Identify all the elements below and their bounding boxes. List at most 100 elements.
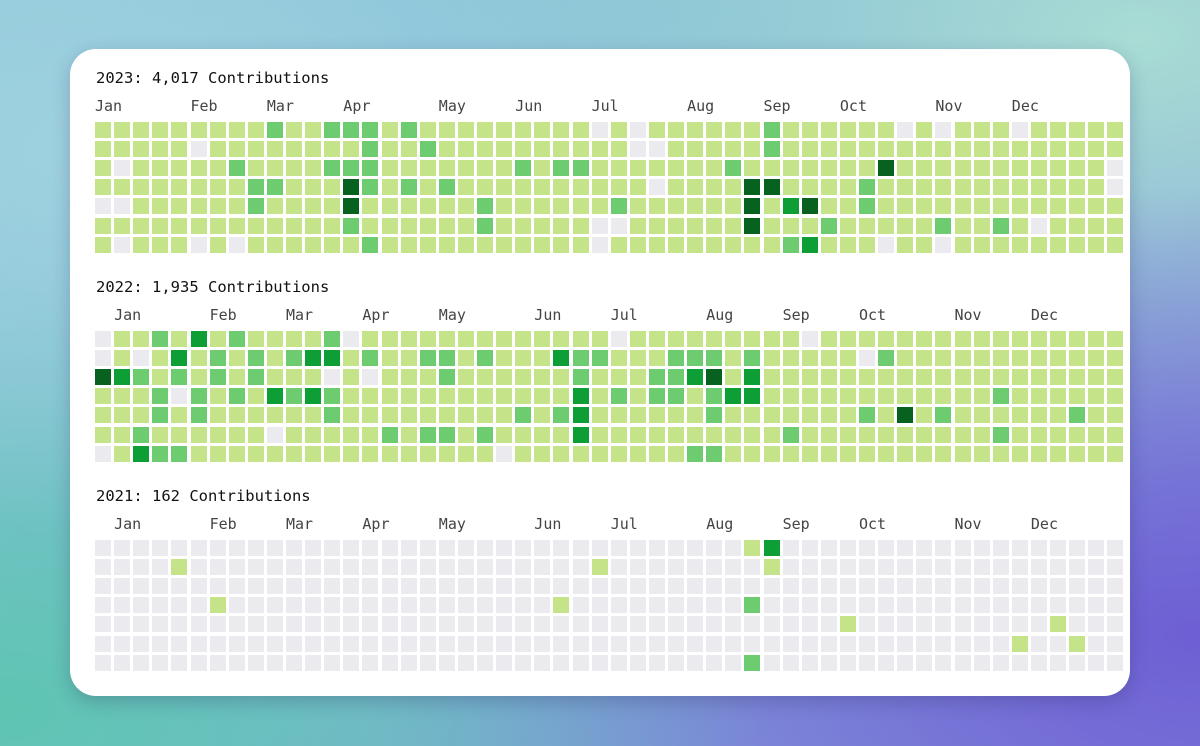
contribution-day-cell	[381, 540, 398, 556]
contribution-day-cell	[1011, 122, 1028, 138]
contribution-day-cell	[534, 635, 551, 652]
contribution-day-cell	[668, 654, 684, 671]
contribution-day-cell	[343, 160, 360, 177]
contribution-day-cell	[744, 122, 761, 138]
contribution-day-cell	[1069, 578, 1086, 595]
contribution-day-cell	[209, 407, 226, 424]
contribution-day-cell	[534, 350, 551, 367]
contribution-day-cell	[648, 597, 665, 614]
month-label-mar: Mar	[286, 306, 314, 324]
contribution-day-cell	[973, 540, 990, 556]
contribution-day-cell	[190, 141, 207, 158]
contribution-day-cell	[668, 369, 684, 386]
contribution-day-cell	[1107, 350, 1124, 367]
contribution-day-cell	[801, 160, 818, 177]
contribution-day-cell	[954, 198, 971, 215]
contribution-day-cell	[629, 559, 646, 576]
contribution-day-cell	[553, 198, 570, 215]
contribution-day-cell	[1088, 179, 1105, 196]
contribution-day-cell	[190, 445, 207, 462]
contribution-day-cell	[687, 407, 704, 424]
month-label-jan: Jan	[95, 97, 123, 115]
contribution-day-cell	[228, 559, 245, 576]
contribution-day-cell	[897, 578, 914, 595]
contribution-day-cell	[343, 635, 360, 652]
contribution-day-cell	[954, 331, 971, 347]
contribution-day-cell	[706, 635, 723, 652]
contribution-day-cell	[763, 160, 780, 177]
contribution-day-cell	[1050, 160, 1066, 177]
contribution-day-cell	[534, 597, 551, 614]
contribution-day-cell	[820, 122, 837, 138]
contribution-day-cell	[820, 331, 837, 347]
contribution-day-cell	[305, 236, 322, 253]
contribution-day-cell	[152, 445, 169, 462]
contribution-day-cell	[763, 578, 780, 595]
contribution-day-cell	[801, 217, 818, 234]
contribution-day-cell	[477, 141, 493, 158]
contribution-day-cell	[1107, 388, 1124, 405]
contribution-day-cell	[190, 654, 207, 671]
contribution-day-cell	[897, 350, 914, 367]
contribution-day-cell	[95, 654, 111, 671]
contribution-day-cell	[190, 616, 207, 633]
contribution-day-cell	[515, 217, 532, 234]
contribution-day-cell	[266, 540, 283, 556]
contribution-day-cell	[171, 350, 188, 367]
contribution-day-cell	[706, 616, 723, 633]
contribution-day-cell	[438, 217, 455, 234]
contribution-day-cell	[973, 141, 990, 158]
contribution-day-cell	[114, 160, 131, 177]
contribution-day-cell	[553, 236, 570, 253]
contribution-day-cell	[629, 426, 646, 443]
contribution-day-cell	[744, 445, 761, 462]
contribution-day-cell	[610, 122, 627, 138]
contribution-day-cell	[668, 635, 684, 652]
contribution-day-cell	[496, 388, 513, 405]
month-labels: Jan Feb Mar Apr May Jun Jul Aug Sep Oct Nov Dec	[70, 97, 1130, 117]
contribution-day-cell	[534, 369, 551, 386]
contribution-day-cell	[343, 331, 360, 347]
contribution-day-cell	[782, 198, 799, 215]
contribution-day-cell	[648, 635, 665, 652]
contribution-day-cell	[973, 198, 990, 215]
contribution-day-cell	[591, 559, 608, 576]
contribution-day-cell	[381, 198, 398, 215]
contribution-day-cell	[763, 540, 780, 556]
contribution-day-cell	[839, 407, 856, 424]
contribution-day-cell	[1088, 160, 1105, 177]
contribution-day-cell	[305, 179, 322, 196]
contribution-day-cell	[515, 141, 532, 158]
contribution-day-cell	[763, 217, 780, 234]
contribution-day-cell	[610, 369, 627, 386]
contribution-day-cell	[973, 635, 990, 652]
contribution-day-cell	[935, 654, 952, 671]
contribution-day-cell	[878, 407, 895, 424]
contribution-day-cell	[553, 635, 570, 652]
contribution-day-cell	[133, 578, 150, 595]
contribution-day-cell	[801, 616, 818, 633]
contribution-day-cell	[973, 369, 990, 386]
contribution-day-cell	[400, 350, 417, 367]
contribution-day-cell	[286, 331, 302, 347]
contribution-day-cell	[572, 407, 589, 424]
contribution-day-cell	[839, 426, 856, 443]
contribution-day-cell	[419, 616, 436, 633]
contribution-day-cell	[1069, 445, 1086, 462]
contribution-day-cell	[266, 179, 283, 196]
contribution-day-cell	[477, 122, 493, 138]
contribution-day-cell	[190, 236, 207, 253]
contribution-day-cell	[457, 217, 474, 234]
contribution-day-cell	[706, 141, 723, 158]
contribution-day-cell	[343, 578, 360, 595]
contribution-day-cell	[114, 578, 131, 595]
contribution-day-cell	[1050, 540, 1066, 556]
contribution-day-cell	[266, 331, 283, 347]
contribution-day-cell	[419, 236, 436, 253]
contribution-day-cell	[572, 426, 589, 443]
contribution-day-cell	[95, 540, 111, 556]
contribution-day-cell	[935, 141, 952, 158]
contribution-day-cell	[992, 160, 1009, 177]
contribution-day-cell	[992, 635, 1009, 652]
contribution-day-cell	[992, 407, 1009, 424]
